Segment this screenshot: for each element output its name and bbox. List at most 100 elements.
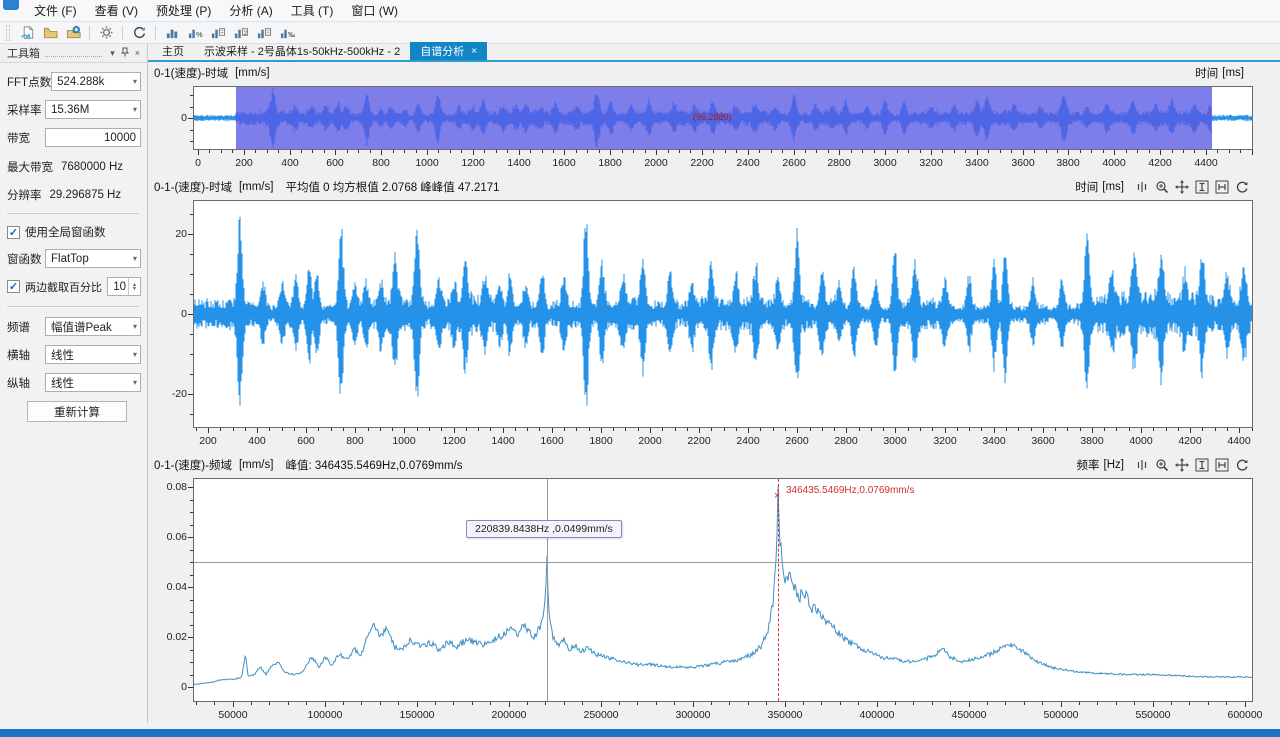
axis-tick [404,150,405,153]
axis-tick [582,702,583,705]
ratio-spectrum-icon[interactable]: ‰ [277,24,297,42]
axis-tick [427,150,428,155]
pan-icon[interactable] [1173,457,1190,473]
max-bandwidth-label: 最大带宽 [7,162,53,174]
time-domain-overview-plot[interactable]: (96.2880) [193,86,1253,150]
axis-tick [209,150,210,153]
selection-region[interactable] [236,87,1212,149]
overview-chart-header: 0-1(速度)-时域 [mm/s] [154,64,270,82]
axis-tick [232,150,233,153]
cursor-bars-icon[interactable] [1133,179,1150,195]
zoom-in-icon[interactable] [1153,179,1170,195]
trim-checkbox[interactable]: ✓ [7,280,20,293]
axis-tick [1194,150,1195,153]
axis-tick [269,428,270,431]
zoom-in-icon[interactable] [1153,457,1170,473]
axis-tick-label: 450000 [951,709,987,721]
axis-tick [895,702,896,705]
fit-vertical-icon[interactable] [1193,457,1210,473]
import-data-icon[interactable] [63,24,83,42]
paste-spectrum-icon[interactable]: 2 [231,24,251,42]
peak-marker-label: 346435.5469Hz,0.0769mm/s [786,485,915,496]
fft-points-select[interactable]: 524.288k ▾ [51,72,141,91]
reset-view-icon[interactable] [1233,457,1250,473]
tab-oscilloscope-sample[interactable]: 示波采样 - 2号晶体1s-50kHz-500kHz - 2 [194,42,410,60]
axis-tick-label: 1600 [552,157,576,169]
toolbox-drag-area[interactable] [45,49,103,57]
axis-tick-label: 200000 [491,709,527,721]
x-axis-scale-select[interactable]: 线性 ▾ [45,345,141,364]
menu-view[interactable]: 查看 (V) [94,4,139,18]
axis-tick-label: 400 [248,435,266,447]
axis-tick-label: 2000 [638,435,662,447]
bandwidth-label: 带宽 [7,132,30,145]
fit-vertical-icon[interactable] [1193,179,1210,195]
axis-tick-label: 400 [281,157,299,169]
axis-tick [1046,150,1047,153]
global-window-checkbox[interactable]: ✓ [7,225,20,239]
tab-close-icon[interactable]: × [471,45,478,57]
cursor-tooltip: 220839.8438Hz ,0.0499mm/s [466,520,622,538]
panel-close-icon[interactable]: × [134,48,140,58]
fit-horizontal-icon[interactable] [1213,179,1230,195]
panel-dropdown-icon[interactable]: ▾ [110,47,115,58]
axis-tick [1104,428,1105,431]
trim-percent-stepper[interactable]: 10 ▲ ▼ [107,277,141,296]
menu-analysis[interactable]: 分析 (A) [229,4,273,18]
axis-tick [610,150,611,155]
open-file-icon[interactable] [40,24,60,42]
time-domain-plot[interactable] [193,200,1253,428]
axis-tick [257,428,258,433]
menu-tools[interactable]: 工具 (T) [290,4,334,18]
sample-rate-select[interactable]: 15.36M ▾ [45,100,141,119]
axis-tick [380,428,381,431]
fit-horizontal-icon[interactable] [1213,457,1230,473]
spectrum-plot[interactable]: × 346435.5469Hz,0.0769mm/s 220839.8438Hz… [193,478,1253,702]
copy-spectrum-icon[interactable] [208,24,228,42]
amplitude-spectrum-icon[interactable] [162,24,182,42]
pan-icon[interactable] [1173,179,1190,195]
statusbar-gap [0,723,1280,729]
axis-tick [773,428,774,431]
reset-view-icon[interactable] [1233,179,1250,195]
axis-tick [839,150,840,155]
menu-preprocess[interactable]: 预处理 (P) [156,4,212,18]
axis-tick [190,662,193,663]
axis-tick [662,428,663,431]
y-axis-scale-select[interactable]: 线性 ▾ [45,373,141,392]
axis-tick-label: 4200 [1178,435,1202,447]
toolbar-separator [89,25,90,40]
bandwidth-input[interactable]: 10000 [45,128,141,147]
tab-home[interactable]: 主页 [152,42,194,60]
cursor-bars-icon[interactable] [1133,457,1150,473]
tab-self-spectrum-analysis[interactable]: 自谱分析 × [410,42,488,60]
window-fn-select[interactable]: FlatTop ▾ [45,249,141,268]
axis-tick-label: 1600 [540,435,564,447]
recalculate-button[interactable]: 重新计算 [27,401,127,422]
new-analysis-icon[interactable] [17,24,37,42]
axis-tick [724,428,725,431]
axis-tick [282,428,283,431]
panel-pin-icon[interactable] [118,47,132,59]
toolbar-grip[interactable] [6,24,10,41]
axis-tick [1189,702,1190,705]
spectrum-type-select[interactable]: 幅值谱Peak ▾ [45,317,141,336]
menu-window[interactable]: 窗口 (W) [351,4,399,18]
axis-tick [1018,428,1019,431]
settings-gear-icon[interactable] [96,24,116,42]
axis-tick [564,702,565,705]
refresh-icon[interactable] [129,24,149,42]
axis-tick [920,428,921,431]
export-spectrum-icon[interactable] [254,24,274,42]
axis-tick [1055,428,1056,431]
axis-tick [368,428,369,431]
axis-tick [190,414,193,415]
axis-tick [601,428,602,433]
axis-tick [675,428,676,431]
stepper-arrows-icon[interactable]: ▲ ▼ [128,278,140,295]
menu-file[interactable]: 文件 (F) [34,4,77,18]
x-axis-scale-label: 横轴 [7,349,30,362]
peak-marker-line [778,479,779,701]
chevron-down-icon: ▾ [132,378,137,387]
percent-spectrum-icon[interactable]: % [185,24,205,42]
